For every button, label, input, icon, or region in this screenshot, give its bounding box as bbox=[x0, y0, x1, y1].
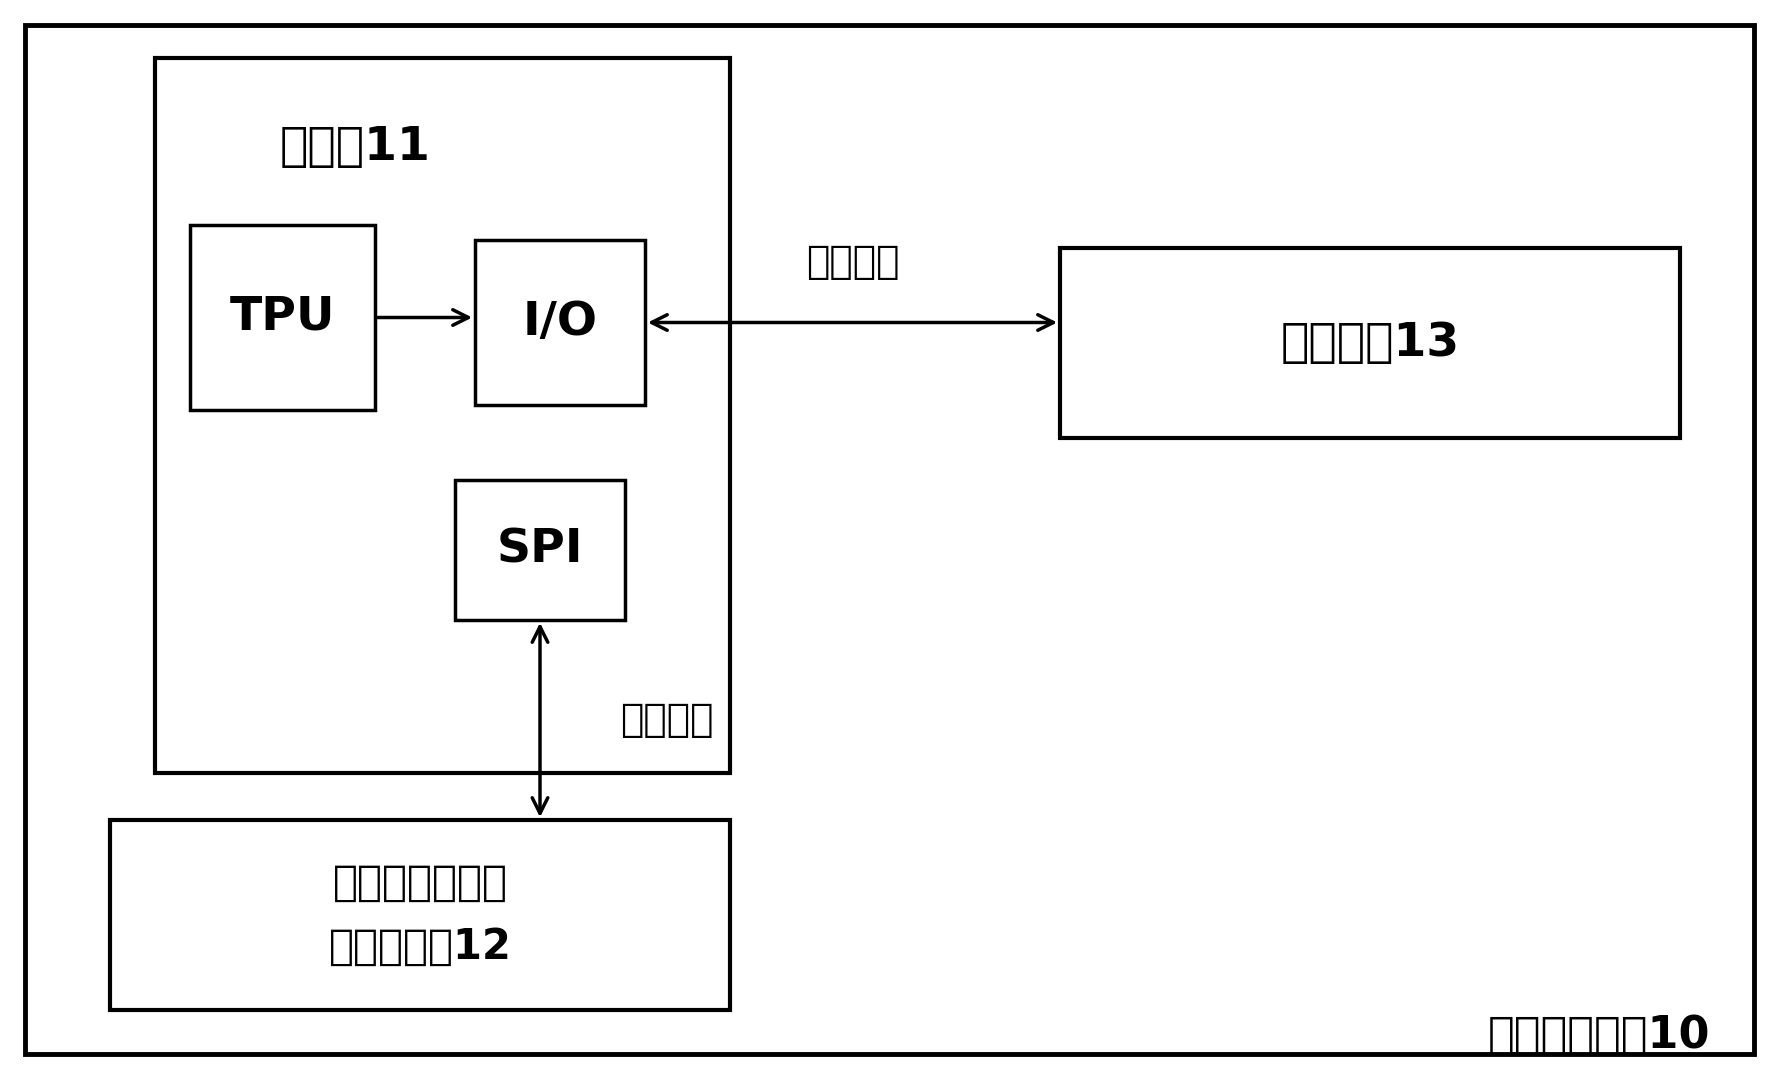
Text: 写电可擦可编程: 写电可擦可编程 bbox=[333, 862, 507, 904]
Text: SPI: SPI bbox=[496, 528, 584, 573]
Bar bbox=[455, 480, 624, 620]
Text: 只读存储妓12: 只读存储妓12 bbox=[329, 926, 511, 968]
Text: 实时时钟13: 实时时钟13 bbox=[1281, 320, 1459, 366]
Bar bbox=[110, 820, 729, 1010]
Text: 存取数据: 存取数据 bbox=[621, 701, 713, 739]
Text: 时间管理模块10: 时间管理模块10 bbox=[1487, 1013, 1710, 1056]
Bar bbox=[190, 226, 375, 410]
Bar bbox=[155, 58, 729, 773]
Text: 单片机11: 单片机11 bbox=[279, 125, 431, 170]
Text: 获取时间: 获取时间 bbox=[806, 244, 898, 282]
Text: I/O: I/O bbox=[523, 300, 598, 345]
Text: TPU: TPU bbox=[229, 295, 334, 340]
Bar bbox=[475, 240, 646, 405]
Bar bbox=[1060, 248, 1679, 438]
